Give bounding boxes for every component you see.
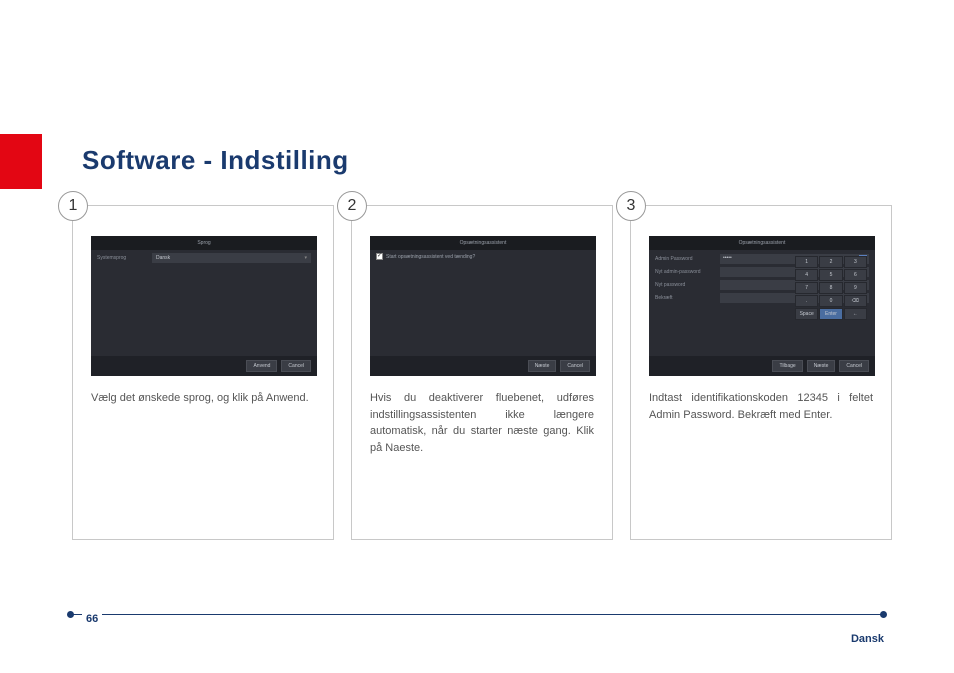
cancel-button: Cancel: [839, 360, 869, 372]
screenshot-2: Opsætningsassistent Start opsætningsassi…: [370, 236, 596, 376]
screenshot-1-title: Sprog: [91, 236, 317, 250]
key-8: 8: [819, 282, 842, 294]
screenshot-1-row-label: Systemsprog: [97, 255, 152, 261]
step-card-2: 2 Opsætningsassistent Start opsætningsas…: [351, 205, 613, 540]
screenshot-1-row-value: Dansk: [152, 253, 311, 263]
key-dot: .: [795, 295, 818, 307]
screenshot-1: Sprog Systemsprog Dansk Anvend Cancel: [91, 236, 317, 376]
key-4: 4: [795, 269, 818, 281]
screenshot-2-title: Opsætningsassistent: [370, 236, 596, 250]
field-text: •••••: [723, 255, 732, 261]
screenshot-2-buttons: Næste Cancel: [370, 356, 596, 376]
key-space: Space: [795, 308, 818, 320]
apply-button: Anvend: [246, 360, 277, 372]
key-7: 7: [795, 282, 818, 294]
numeric-keypad: 1 2 3 4 5 6 7 8 9 . 0 ⌫ Space Enter ←: [795, 256, 867, 320]
key-9: 9: [844, 282, 867, 294]
field-label: Nyt admin-password: [655, 269, 720, 275]
field-label: Bekræft: [655, 295, 720, 301]
next-button: Næste: [807, 360, 836, 372]
key-0: 0: [819, 295, 842, 307]
screenshot-1-row: Systemsprog Dansk: [91, 250, 317, 266]
screenshot-1-buttons: Anvend Cancel: [91, 356, 317, 376]
key-6: 6: [844, 269, 867, 281]
step-card-1: 1 Sprog Systemsprog Dansk Anvend Cancel …: [72, 205, 334, 540]
checkbox-icon: [376, 253, 383, 260]
field-label: Admin Password: [655, 256, 720, 262]
next-button: Næste: [528, 360, 557, 372]
step-2-caption: Hvis du deaktiverer fluebenet, udføres i…: [370, 390, 594, 456]
field-label: Nyt password: [655, 282, 720, 288]
step-1-caption: Vælg det ønskede sprog, og klik på Anwen…: [91, 390, 315, 407]
step-card-3: 3 Opsætningsassistent Admin Password •••…: [630, 205, 892, 540]
screenshot-3-buttons: Tilbage Næste Cancel: [649, 356, 875, 376]
margin-tab: [0, 134, 42, 189]
footer-rule: [70, 614, 884, 615]
step-3-caption: Indtast identifikationskoden 12345 i fel…: [649, 390, 873, 423]
footer-language: Dansk: [851, 633, 884, 645]
screenshot-3-title: Opsætningsassistent: [649, 236, 875, 250]
step-number-2: 2: [337, 191, 367, 221]
page-title: Software - Indstilling: [82, 145, 349, 176]
key-3: 3: [844, 256, 867, 268]
screenshot-3: Opsætningsassistent Admin Password •••••…: [649, 236, 875, 376]
key-1: 1: [795, 256, 818, 268]
key-2: 2: [819, 256, 842, 268]
step-number-1: 1: [58, 191, 88, 221]
steps-row: 1 Sprog Systemsprog Dansk Anvend Cancel …: [72, 205, 892, 540]
key-5: 5: [819, 269, 842, 281]
key-left: ←: [844, 308, 867, 320]
screenshot-2-checkbox-label: Start opsætningsassistent ved tænding?: [386, 254, 475, 260]
cancel-button: Cancel: [560, 360, 590, 372]
key-backspace: ⌫: [844, 295, 867, 307]
back-button: Tilbage: [772, 360, 802, 372]
step-number-3: 3: [616, 191, 646, 221]
screenshot-2-row: Start opsætningsassistent ved tænding?: [370, 250, 596, 263]
key-enter: Enter: [819, 308, 842, 320]
cancel-button: Cancel: [281, 360, 311, 372]
page-number: 66: [82, 613, 102, 625]
